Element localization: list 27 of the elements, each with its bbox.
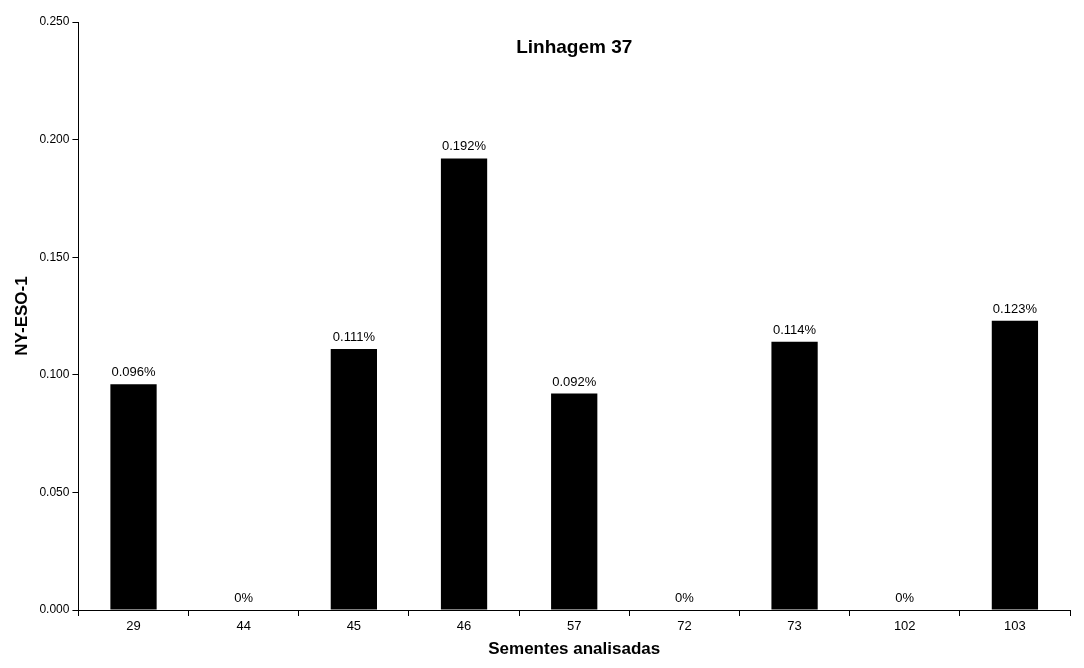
data-label: 0.114%: [772, 321, 817, 337]
x-tick-label: 72: [677, 618, 692, 634]
x-tick-label: 45: [346, 618, 362, 634]
x-tick-label: 103: [1004, 618, 1026, 634]
x-tick-label: 44: [236, 618, 251, 634]
data-label: 0%: [895, 590, 915, 606]
x-tick-label: 73: [787, 618, 802, 634]
x-axis-title: Sementes analisadas: [488, 639, 661, 659]
data-label: 0.123%: [992, 300, 1038, 316]
data-label: 0%: [234, 590, 254, 606]
y-tick-label: 0.100: [39, 367, 70, 382]
y-tick-label: 0.200: [39, 131, 70, 146]
x-tick-label: 46: [456, 618, 472, 634]
x-tick-label: 29: [126, 618, 141, 634]
x-tick-label: 57: [566, 618, 582, 634]
text: Linhagem 37: [516, 36, 633, 58]
y-tick-label: 0.250: [39, 14, 70, 29]
data-label: 0%: [674, 590, 695, 606]
data-label: 0.111%: [332, 329, 376, 345]
data-label: 0.096%: [111, 364, 156, 380]
data-label: 0.092%: [552, 373, 597, 389]
x-tick-label: 102: [893, 618, 916, 634]
y-axis-title: NY-ESO-1: [11, 276, 31, 356]
y-tick-label: 0.000: [39, 602, 70, 617]
y-tick-label: 0.150: [39, 249, 70, 264]
y-tick-label: 0.050: [39, 484, 70, 499]
data-label: 0.192%: [441, 138, 487, 154]
